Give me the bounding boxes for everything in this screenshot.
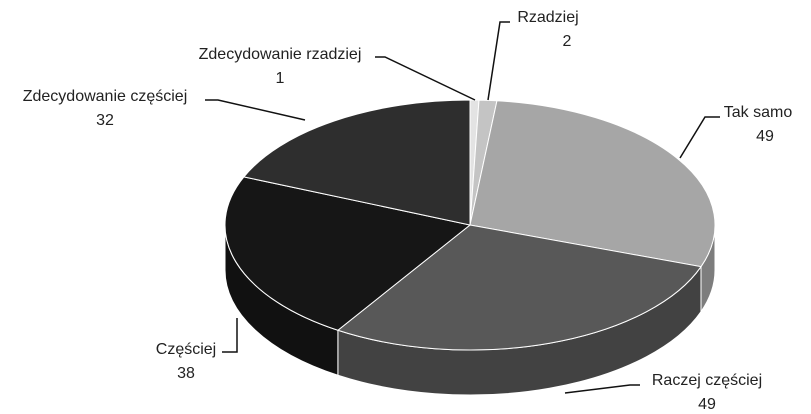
slice	[336, 224, 702, 351]
slice-label: Zdecydowanie rzadziej	[199, 46, 362, 63]
slice-label: Częściej	[156, 341, 216, 358]
slice-value: 38	[177, 365, 195, 382]
leader-line	[564, 384, 640, 394]
slice-value: 49	[698, 396, 716, 413]
slice-value: 2	[563, 33, 572, 50]
leader-line	[487, 21, 510, 101]
slice	[469, 100, 716, 268]
slice-value: 49	[756, 128, 774, 145]
slice-value: 1	[276, 70, 285, 87]
slice	[242, 99, 471, 226]
slice	[224, 176, 472, 331]
leader-line	[205, 99, 306, 121]
leader-line	[222, 318, 238, 353]
slice-value: 32	[96, 112, 114, 129]
slice-label: Tak samo	[724, 104, 793, 121]
slice-label: Raczej częściej	[652, 372, 762, 389]
slice-label: Rzadziej	[517, 9, 578, 26]
slice-label: Zdecydowanie częściej	[23, 88, 188, 105]
leader-line	[679, 116, 720, 159]
leader-line	[375, 56, 476, 101]
